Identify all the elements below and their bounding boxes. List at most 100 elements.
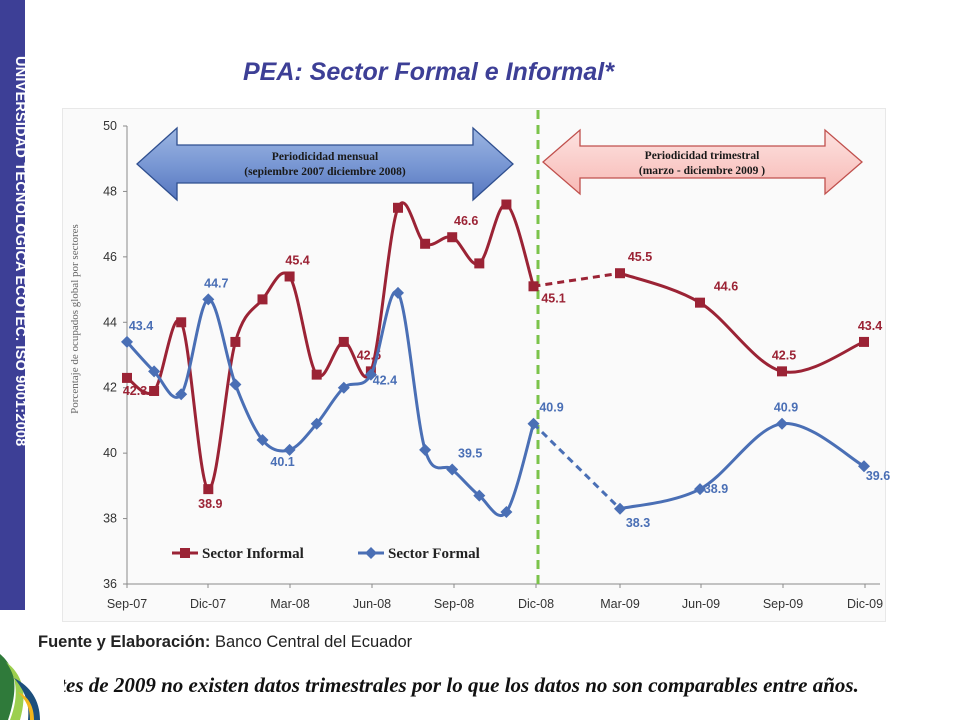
data-point-formal	[500, 506, 513, 519]
data-point-formal	[473, 489, 486, 502]
series-line-formal-transition	[532, 422, 622, 510]
data-label-informal: 38.9	[198, 497, 222, 511]
data-point-formal	[148, 365, 161, 378]
data-point-formal	[776, 417, 788, 430]
data-point-formal	[446, 463, 459, 476]
series-line-informal-transition	[533, 271, 621, 288]
data-point-formal	[202, 293, 215, 306]
data-point-informal	[176, 317, 187, 328]
data-point-formal	[527, 417, 540, 430]
series-line-informal-monthly	[126, 201, 535, 491]
legend-label: Sector Formal	[388, 546, 480, 562]
y-axis-label: Porcentaje de ocupados global por sector…	[69, 224, 81, 414]
y-tick-label: 48	[103, 184, 117, 198]
data-point-informal	[615, 268, 625, 279]
data-label-formal: 38.3	[626, 516, 650, 530]
data-point-formal	[364, 368, 377, 381]
data-point-informal	[230, 336, 241, 347]
data-point-informal	[859, 336, 869, 347]
x-tick-label: Dic-08	[518, 597, 554, 611]
data-point-informal	[447, 232, 458, 243]
series-line-informal-quarterly	[619, 271, 865, 374]
data-label-formal: 40.1	[270, 455, 294, 469]
data-label-informal: 44.6	[714, 280, 738, 294]
data-point-informal	[122, 372, 132, 383]
x-tick-label: Mar-08	[270, 597, 310, 611]
monthly-arrow-shape	[136, 126, 514, 202]
y-tick-label: 38	[103, 512, 117, 526]
source-value: Banco Central del Ecuador	[210, 633, 413, 651]
x-tick-label: Dic-09	[847, 597, 883, 611]
quarterly-arrow-shape	[542, 128, 863, 196]
data-point-informal	[695, 297, 705, 308]
data-point-formal	[419, 443, 432, 456]
data-point-informal	[420, 238, 431, 249]
data-label-informal: 45.5	[628, 250, 652, 264]
data-point-formal	[256, 434, 269, 447]
y-tick-label: 36	[103, 577, 117, 591]
x-tick-label: Sep-07	[107, 597, 147, 611]
legend-marker	[180, 548, 190, 558]
quarterly-arrow-line1: Periodicidad trimestral	[645, 150, 760, 162]
ecotec-logo-icon	[0, 648, 64, 720]
data-point-formal	[337, 381, 350, 394]
monthly-arrow-line1: Periodicidad mensual	[272, 151, 378, 163]
monthly-arrow-line2: (sepiembre 2007 diciembre 2008)	[244, 166, 406, 178]
y-tick-label: 50	[103, 119, 117, 133]
data-point-formal	[310, 417, 323, 430]
data-point-formal	[175, 388, 188, 401]
source-label: Fuente y Elaboración:	[38, 633, 211, 651]
x-tick-label: Mar-09	[600, 597, 640, 611]
data-point-formal	[614, 502, 626, 515]
sidebar-band: UNIVERSIDAD TECNOLÓGICA ECOTEC. ISO 9001…	[0, 0, 28, 610]
data-point-informal	[284, 271, 295, 282]
x-tick-label: Jun-08	[353, 597, 391, 611]
data-point-formal	[694, 483, 706, 496]
data-point-informal	[338, 336, 349, 347]
data-point-informal	[149, 385, 160, 396]
x-tick-label: Dic-07	[190, 597, 226, 611]
y-tick-label: 46	[103, 250, 117, 264]
data-label-informal: 42.3	[123, 384, 147, 398]
legend-marker	[365, 547, 377, 559]
x-tick-label: Sep-08	[434, 597, 474, 611]
data-point-informal	[474, 258, 485, 269]
data-label-formal: 40.9	[774, 401, 798, 415]
source-note: Fuente y Elaboración: Banco Central del …	[38, 633, 412, 652]
data-point-formal	[229, 378, 242, 391]
x-tick-label: Sep-09	[763, 597, 803, 611]
data-label-formal: 39.5	[458, 447, 482, 461]
data-label-formal: 42.4	[373, 374, 397, 388]
series-line-formal-monthly	[125, 290, 535, 517]
data-label-formal: 43.4	[129, 319, 153, 333]
data-point-formal	[283, 443, 296, 456]
data-point-informal	[501, 199, 512, 210]
y-tick-label: 40	[103, 446, 117, 460]
y-tick-label: 42	[103, 381, 117, 395]
data-label-informal: 46.6	[454, 214, 478, 228]
data-label-informal: 43.4	[858, 319, 882, 333]
data-point-informal	[393, 202, 403, 213]
footnote: *Antes de 2009 no existen datos trimestr…	[24, 673, 859, 697]
series-line-formal-quarterly	[619, 422, 865, 511]
data-label-informal: 42.5	[772, 348, 796, 362]
data-label-formal: 44.7	[204, 276, 228, 290]
data-point-informal	[528, 281, 539, 292]
data-point-formal	[392, 286, 404, 299]
data-point-formal	[858, 460, 870, 473]
data-label-informal: 45.1	[541, 291, 565, 305]
legend-label: Sector Informal	[202, 546, 304, 562]
data-point-informal	[311, 369, 322, 380]
sidebar-university-label: UNIVERSIDAD TECNOLÓGICA ECOTEC. ISO 9001…	[12, 56, 28, 447]
data-label-formal: 39.6	[866, 469, 890, 483]
data-point-informal	[203, 484, 214, 495]
data-label-formal: 38.9	[704, 482, 728, 496]
data-point-informal	[257, 294, 268, 305]
slide-title: PEA: Sector Formal e Informal*	[243, 58, 614, 86]
data-point-informal	[777, 366, 787, 377]
x-tick-label: Jun-09	[682, 597, 720, 611]
y-tick-label: 44	[103, 315, 117, 329]
data-point-formal	[121, 335, 133, 348]
quarterly-arrow-line2: (marzo - diciembre 2009 )	[639, 165, 765, 177]
